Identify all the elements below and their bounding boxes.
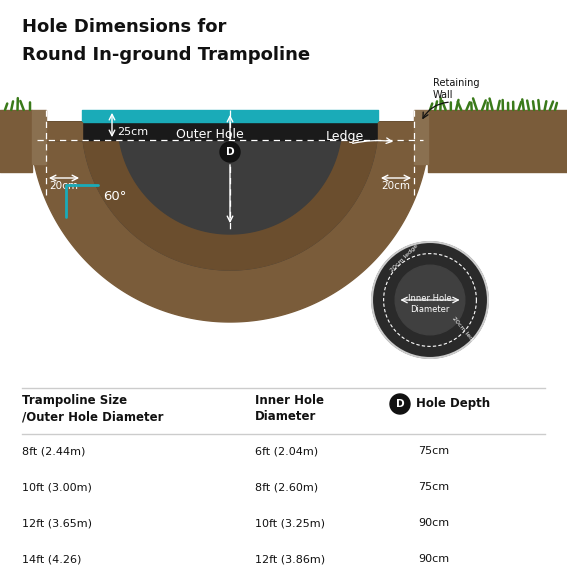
Polygon shape: [82, 122, 378, 270]
Text: Inner Hole
Diameter: Inner Hole Diameter: [255, 394, 324, 424]
Text: D: D: [226, 147, 234, 157]
Text: Retaining
Wall: Retaining Wall: [433, 78, 480, 100]
Text: 90cm: 90cm: [418, 554, 449, 564]
Text: Inner Hole
Diameter: Inner Hole Diameter: [408, 294, 452, 314]
Text: 20cm: 20cm: [49, 181, 78, 191]
Text: 90cm: 90cm: [418, 518, 449, 528]
Text: Hole Dimensions for: Hole Dimensions for: [22, 18, 226, 36]
Text: 8ft (2.60m): 8ft (2.60m): [255, 482, 318, 492]
Text: 10ft (3.25m): 10ft (3.25m): [255, 518, 325, 528]
Text: 8ft (2.44m): 8ft (2.44m): [22, 446, 86, 456]
Circle shape: [220, 142, 240, 162]
Text: 20cm ledge: 20cm ledge: [389, 243, 419, 273]
Text: 75cm: 75cm: [418, 482, 449, 492]
Text: Round In-ground Trampoline: Round In-ground Trampoline: [22, 46, 310, 64]
Text: 12ft (3.86m): 12ft (3.86m): [255, 554, 325, 564]
Bar: [414, 110, 428, 164]
Circle shape: [395, 265, 465, 335]
Circle shape: [372, 242, 488, 358]
Text: 10ft (3.00m): 10ft (3.00m): [22, 482, 92, 492]
Text: Hole Depth: Hole Depth: [416, 397, 490, 411]
Text: Outer Hole: Outer Hole: [176, 128, 244, 141]
Text: Trampoline Size
/Outer Hole Diameter: Trampoline Size /Outer Hole Diameter: [22, 394, 163, 424]
Text: 14ft (4.26): 14ft (4.26): [22, 554, 82, 564]
Text: 60°: 60°: [103, 190, 126, 203]
Circle shape: [390, 394, 410, 414]
Text: 20cm: 20cm: [382, 181, 411, 191]
Polygon shape: [118, 122, 342, 234]
Text: 6ft (2.04m): 6ft (2.04m): [255, 446, 318, 456]
Polygon shape: [30, 122, 430, 322]
Polygon shape: [82, 122, 378, 270]
Text: D: D: [396, 399, 404, 409]
Text: 12ft (3.65m): 12ft (3.65m): [22, 518, 92, 528]
Text: 20cm ledge: 20cm ledge: [451, 316, 479, 348]
Text: 25cm: 25cm: [117, 127, 148, 137]
Text: 75cm: 75cm: [418, 446, 449, 456]
Bar: [32, 110, 46, 164]
Text: Ledge: Ledge: [326, 130, 364, 143]
